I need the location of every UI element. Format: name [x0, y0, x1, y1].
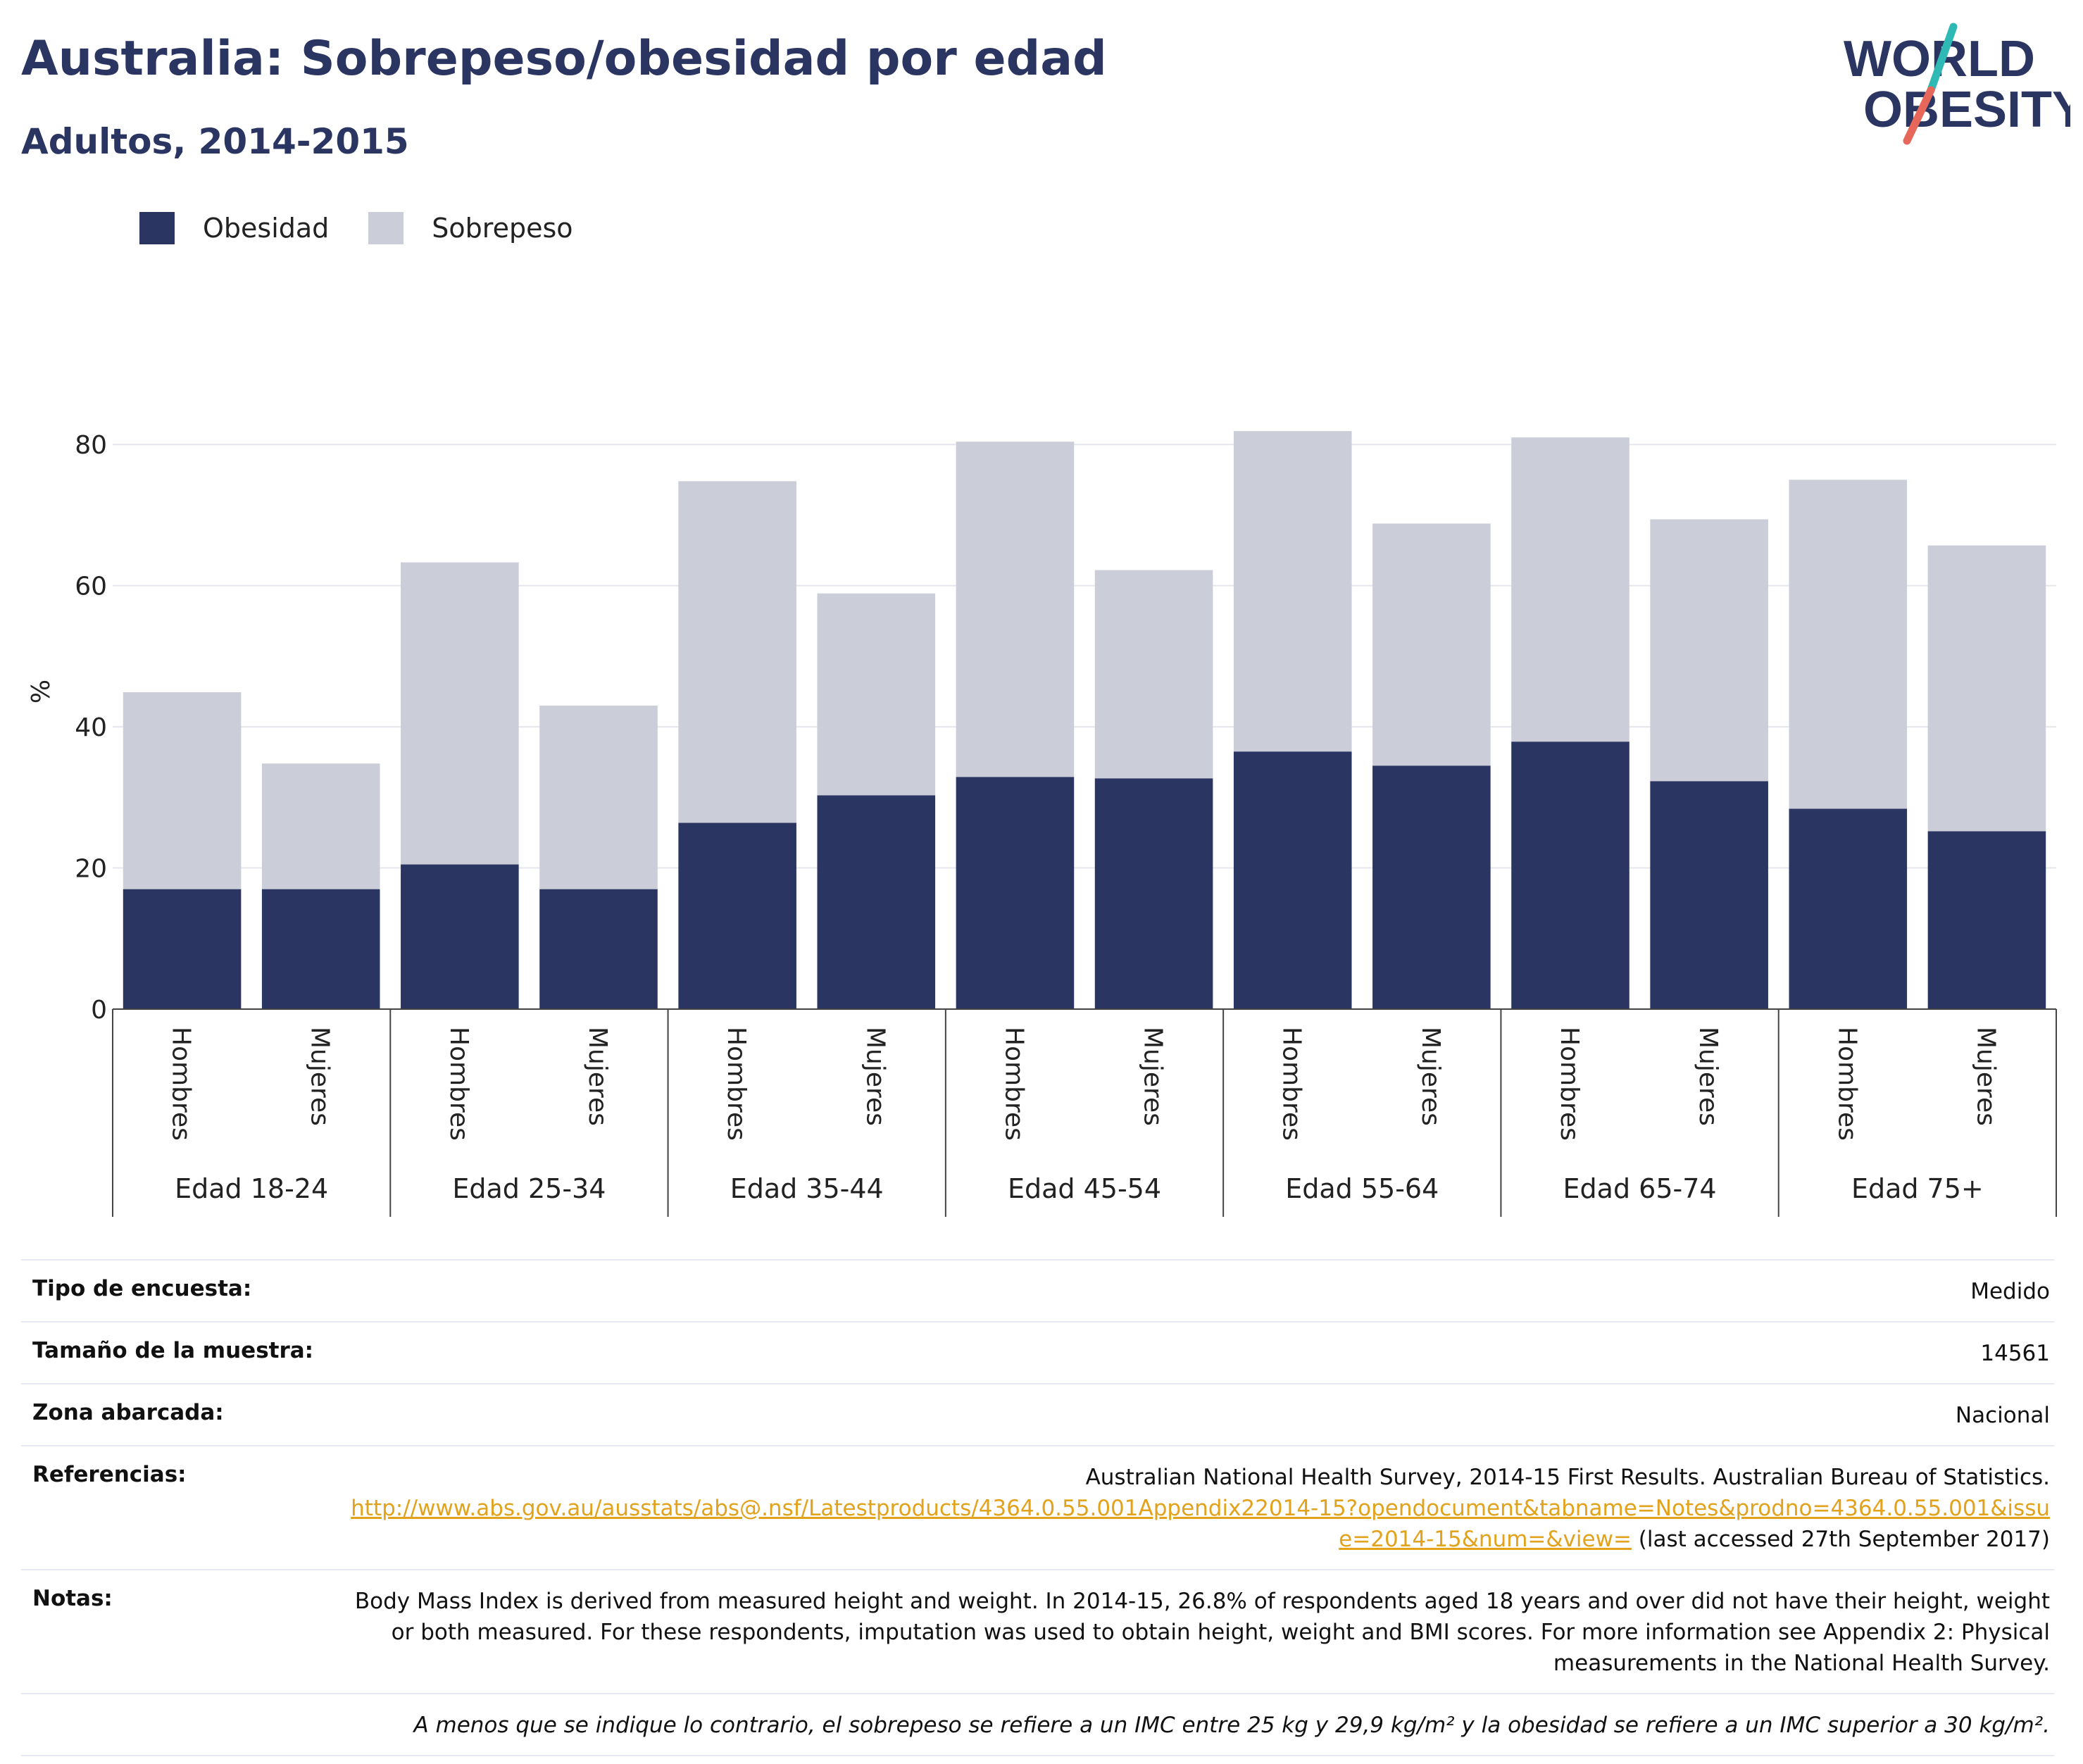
x-sub-label: Mujeres: [1694, 1027, 1722, 1126]
x-sub-label: Mujeres: [583, 1027, 612, 1126]
info-row-notes: Notas: Body Mass Index is derived from m…: [21, 1569, 2054, 1693]
bar-sobrepeso-6: [817, 593, 936, 796]
x-group-label: Edad 18-24: [175, 1173, 328, 1204]
bar-obesidad-10: [1372, 765, 1491, 1009]
bar-sobrepeso-1: [123, 692, 242, 889]
y-axis-label: %: [27, 680, 56, 703]
x-sub-label: Mujeres: [1971, 1027, 2000, 1126]
y-tick-label: 60: [75, 573, 107, 601]
x-sub-label: Hombres: [1277, 1027, 1306, 1141]
x-group-label: Edad 35-44: [730, 1173, 884, 1204]
info-label-coverage: Zona abarcada:: [32, 1400, 224, 1425]
x-sub-label: Mujeres: [1139, 1027, 1168, 1126]
bar-obesidad-2: [261, 889, 380, 1009]
bar-sobrepeso-12: [1650, 519, 1768, 782]
info-row-footnote: A menos que se indique lo contrario, el …: [21, 1693, 2054, 1756]
footnote-text: A menos que se indique lo contrario, el …: [413, 1713, 2050, 1738]
reference-accessed: (last accessed 27th September 2017): [1638, 1527, 2050, 1552]
x-sub-label: Mujeres: [861, 1027, 889, 1126]
info-table: Tipo de encuesta: Medido Tamaño de la mu…: [21, 1259, 2054, 1756]
x-group-label: Edad 45-54: [1008, 1173, 1161, 1204]
bar-sobrepeso-2: [261, 763, 380, 889]
legend-item-sobrepeso[interactable]: Sobrepeso: [368, 212, 573, 244]
bar-obesidad-11: [1511, 742, 1630, 1009]
bar-sobrepeso-3: [401, 562, 519, 865]
bar-obesidad-4: [539, 889, 658, 1009]
x-sub-label: Hombres: [722, 1027, 751, 1141]
bar-obesidad-3: [401, 864, 519, 1009]
info-value-survey-type: Medido: [1970, 1279, 2050, 1304]
bar-sobrepeso-4: [539, 706, 658, 889]
logo-line2: OBESITY: [1863, 82, 2070, 138]
legend-swatch-sobrepeso: [368, 212, 404, 244]
bar-obesidad-12: [1650, 781, 1768, 1009]
x-sub-label: Hombres: [1832, 1027, 1861, 1141]
bar-sobrepeso-7: [956, 442, 1075, 777]
world-obesity-logo: WORLD OBESITY: [1844, 23, 2070, 145]
bar-obesidad-14: [1927, 831, 2046, 1009]
x-sub-label: Mujeres: [306, 1027, 334, 1126]
bar-sobrepeso-9: [1233, 431, 1352, 752]
x-sub-label: Hombres: [167, 1027, 196, 1141]
bar-sobrepeso-13: [1789, 480, 1908, 809]
bar-obesidad-7: [956, 777, 1075, 1009]
reference-text: Australian National Health Survey, 2014-…: [1085, 1465, 2050, 1490]
bar-sobrepeso-10: [1372, 523, 1491, 766]
bar-obesidad-13: [1789, 808, 1908, 1009]
info-row-survey-type: Tipo de encuesta: Medido: [21, 1259, 2054, 1321]
chart-subtitle: Adultos, 2014-2015: [21, 121, 409, 162]
chart-title: Australia: Sobrepeso/obesidad por edad: [21, 31, 1107, 87]
logo-slash-teal: [1927, 23, 1958, 94]
legend-label-obesidad: Obesidad: [203, 213, 330, 244]
info-value-references: Australian National Health Survey, 2014-…: [346, 1462, 2050, 1555]
logo-slash-coral: [1903, 86, 1935, 145]
info-value-coverage: Nacional: [1955, 1403, 2050, 1428]
info-row-sample-size: Tamaño de la muestra: 14561: [21, 1321, 2054, 1383]
bar-sobrepeso-8: [1094, 570, 1213, 779]
stacked-bar-chart: 0 20 40 60 80% Hombres Mujeres Hombres Mujeres Ho…: [27, 431, 2057, 1217]
info-label-notes: Notas:: [32, 1586, 113, 1611]
legend-label-sobrepeso: Sobrepeso: [432, 213, 573, 244]
x-sub-label: Mujeres: [1416, 1027, 1445, 1126]
info-label-sample-size: Tamaño de la muestra:: [32, 1338, 314, 1363]
info-row-references: Referencias: Australian National Health …: [21, 1445, 2054, 1569]
y-tick-label: 40: [75, 713, 107, 742]
info-value-notes: Body Mass Index is derived from measured…: [354, 1589, 2050, 1676]
reference-link[interactable]: http://www.abs.gov.au/ausstats/abs@.nsf/…: [351, 1496, 2050, 1552]
bar-obesidad-6: [817, 795, 936, 1009]
bar-sobrepeso-11: [1511, 437, 1630, 742]
y-tick-label: 20: [75, 855, 107, 884]
x-group-label: Edad 75+: [1851, 1173, 1984, 1204]
info-label-survey-type: Tipo de encuesta:: [32, 1276, 252, 1301]
info-label-references: Referencias:: [32, 1462, 187, 1487]
x-group-label: Edad 65-74: [1563, 1173, 1717, 1204]
info-value-sample-size: 14561: [1980, 1341, 2050, 1366]
x-sub-label: Hombres: [999, 1027, 1028, 1141]
x-sub-label: Hombres: [444, 1027, 473, 1141]
x-group-label: Edad 25-34: [452, 1173, 606, 1204]
bar-sobrepeso-5: [678, 481, 796, 823]
bar-sobrepeso-14: [1927, 545, 2046, 832]
legend-item-obesidad[interactable]: Obesidad: [139, 212, 329, 244]
info-row-coverage: Zona abarcada: Nacional: [21, 1383, 2054, 1445]
y-tick-label: 0: [91, 996, 107, 1025]
bar-obesidad-9: [1233, 751, 1352, 1009]
bar-obesidad-1: [123, 889, 242, 1009]
y-tick-label: 80: [75, 431, 107, 460]
bar-obesidad-5: [678, 822, 796, 1009]
chart-legend: Obesidad Sobrepeso: [139, 210, 613, 246]
bar-obesidad-8: [1094, 778, 1213, 1009]
legend-swatch-obesidad: [139, 212, 175, 244]
x-sub-label: Hombres: [1555, 1027, 1584, 1141]
x-group-label: Edad 55-64: [1285, 1173, 1439, 1204]
